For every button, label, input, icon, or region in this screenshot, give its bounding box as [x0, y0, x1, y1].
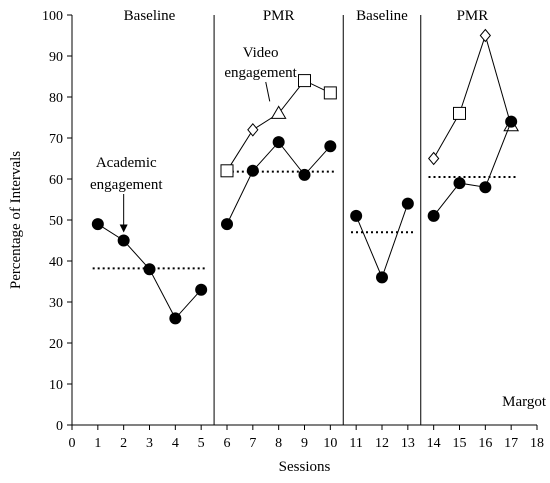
- academic-engagement-point: [246, 164, 259, 177]
- y-tick-label: 40: [49, 255, 63, 270]
- x-tick-label: 5: [198, 436, 205, 451]
- y-tick-label: 10: [49, 378, 63, 393]
- academic-engagement-point: [324, 140, 337, 153]
- y-tick-label: 70: [49, 132, 63, 147]
- y-tick-label: 60: [49, 173, 63, 188]
- academic-engagement-point: [479, 181, 492, 194]
- x-tick-label: 6: [224, 436, 231, 451]
- y-tick-label: 80: [49, 91, 63, 106]
- x-tick-label: 11: [349, 436, 362, 451]
- y-tick-label: 90: [49, 50, 63, 65]
- x-tick-label: 0: [69, 436, 76, 451]
- participant-label: Margot: [502, 394, 547, 410]
- academic-engagement-point: [272, 136, 285, 149]
- y-axis-title: Percentage of Intervals: [8, 151, 24, 289]
- video-engagement-point: [453, 106, 466, 120]
- phase-label: Baseline: [356, 8, 408, 24]
- x-tick-label: 18: [530, 436, 544, 451]
- x-tick-label: 10: [323, 436, 337, 451]
- video-engagement-point: [220, 164, 234, 178]
- x-tick-label: 8: [275, 436, 282, 451]
- academic-engagement-line: [355, 203, 409, 279]
- x-axis-title: Sessions: [279, 459, 331, 475]
- video-engagement-point: [298, 74, 311, 88]
- academic-engagement-point: [401, 197, 414, 210]
- x-tick-label: 7: [249, 436, 256, 451]
- x-tick-label: 2: [120, 436, 127, 451]
- academic-engagement-point: [169, 312, 182, 325]
- x-tick-label: 1: [94, 436, 101, 451]
- academic-engagement-point: [117, 234, 130, 247]
- video-engagement-point: [479, 28, 491, 43]
- x-tick-label: 13: [401, 436, 415, 451]
- x-tick-label: 17: [504, 436, 518, 451]
- academic-engagement-point: [505, 115, 518, 128]
- annotation-video-line1: Video: [243, 45, 279, 61]
- video-engagement-line: [433, 33, 512, 159]
- annotation-academic-line1: Academic: [96, 155, 157, 171]
- annotation-academic-line2: engagement: [90, 177, 163, 193]
- academic-engagement-point: [221, 218, 233, 231]
- x-tick-label: 9: [301, 436, 308, 451]
- phase-label: Baseline: [124, 8, 176, 24]
- video-engagement-line: [226, 79, 331, 172]
- academic-engagement-point: [298, 168, 311, 181]
- x-tick-label: 14: [427, 436, 441, 451]
- x-tick-label: 15: [453, 436, 467, 451]
- academic-engagement-line: [433, 121, 512, 217]
- academic-engagement-point: [143, 263, 156, 276]
- y-tick-label: 100: [42, 9, 63, 24]
- academic-engagement-point: [453, 177, 466, 190]
- academic-engagement-point: [195, 283, 208, 296]
- academic-engagement-point: [427, 209, 440, 222]
- video-engagement-point: [270, 105, 287, 119]
- academic-engagement-point: [91, 218, 104, 231]
- academic-engagement-point: [350, 209, 363, 222]
- y-tick-label: 30: [49, 296, 63, 311]
- x-tick-label: 12: [375, 436, 389, 451]
- annotation-video-line2: engagement: [224, 65, 297, 81]
- video-engagement-point: [323, 86, 337, 100]
- x-tick-label: 3: [146, 436, 153, 451]
- phase-label: PMR: [263, 8, 295, 24]
- academic-engagement-line: [226, 141, 331, 225]
- x-tick-label: 4: [172, 436, 179, 451]
- x-tick-label: 16: [478, 436, 492, 451]
- y-tick-label: 50: [49, 214, 63, 229]
- y-tick-label: 0: [56, 419, 63, 434]
- video-engagement-point: [428, 151, 440, 166]
- annotation-video-line: [265, 81, 271, 102]
- academic-engagement-point: [376, 271, 388, 284]
- phase-label: PMR: [457, 8, 489, 24]
- y-tick-label: 20: [49, 337, 63, 352]
- video-engagement-point: [247, 123, 259, 137]
